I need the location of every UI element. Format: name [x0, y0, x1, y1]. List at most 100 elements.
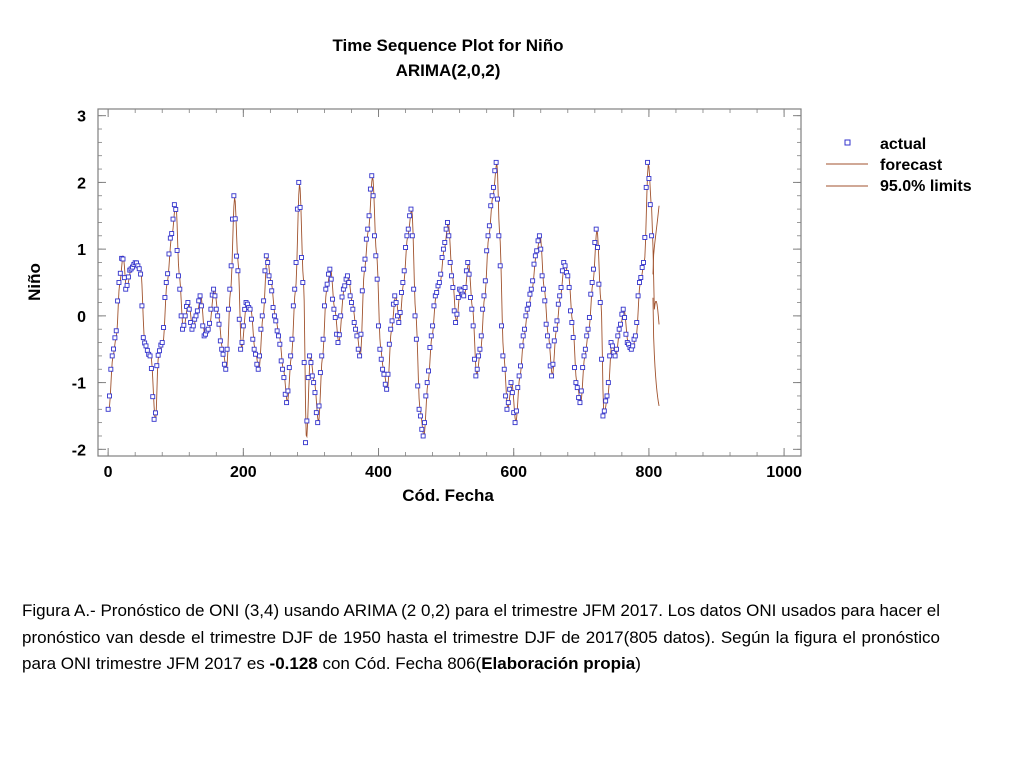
actual-point — [538, 246, 544, 252]
actual-point — [311, 380, 317, 386]
actual-point — [400, 280, 406, 285]
actual-point — [326, 271, 331, 277]
actual-point — [112, 335, 118, 341]
caption-text-3: ) — [635, 654, 641, 673]
actual-point — [363, 236, 369, 242]
actual-point — [157, 348, 162, 354]
actual-point — [223, 366, 229, 372]
actual-point — [386, 341, 392, 347]
actual-point — [462, 285, 468, 290]
actual-point — [330, 296, 336, 302]
x-axis-label: Cód. Fecha — [402, 486, 494, 505]
actual-point — [499, 323, 504, 329]
actual-point — [415, 383, 421, 389]
actual-point — [254, 361, 260, 367]
actual-point — [554, 318, 560, 324]
actual-point — [438, 271, 444, 277]
actual-point — [182, 313, 188, 319]
actual-point — [267, 280, 273, 285]
actual-point — [207, 320, 212, 326]
actual-point — [395, 313, 400, 319]
actual-point — [484, 248, 490, 254]
actual-point — [316, 403, 322, 409]
actual-point — [643, 184, 649, 190]
axis-ticks — [98, 109, 801, 456]
actual-point — [447, 260, 453, 265]
actual-point — [255, 366, 261, 372]
actual-point — [604, 393, 610, 399]
actual-point — [463, 268, 469, 274]
actual-point — [488, 203, 494, 209]
actual-point — [336, 332, 342, 338]
actual-point — [319, 353, 325, 359]
actual-point — [320, 336, 326, 342]
actual-point — [175, 273, 181, 279]
actual-point — [430, 323, 436, 329]
actual-point — [530, 278, 536, 284]
actual-point — [307, 353, 313, 359]
actual-point — [236, 316, 242, 322]
actual-point — [362, 256, 368, 262]
y-tick-label: -2 — [72, 442, 86, 459]
x-tick-label: 1000 — [766, 464, 802, 481]
actual-point — [174, 248, 180, 253]
actual-point — [288, 353, 294, 359]
actual-point — [290, 303, 296, 309]
actual-point — [144, 347, 150, 353]
actual-point — [634, 320, 640, 325]
actual-point — [422, 420, 427, 426]
actual-point — [541, 286, 546, 292]
actual-point — [446, 233, 452, 239]
actual-point — [358, 331, 364, 337]
legend-limits-label: 95.0% limits — [880, 178, 972, 195]
actual-point — [378, 356, 384, 362]
actual-point — [559, 268, 565, 274]
actual-point — [474, 366, 480, 372]
actual-point — [503, 393, 509, 399]
actual-point — [232, 216, 238, 222]
actual-point — [234, 253, 240, 259]
actual-point — [226, 306, 231, 312]
actual-point — [150, 394, 156, 400]
actual-point — [501, 366, 507, 372]
actual-point — [213, 306, 219, 312]
actual-point — [147, 353, 153, 359]
actual-point — [597, 300, 603, 305]
actual-point — [550, 361, 556, 367]
actual-point — [581, 353, 587, 359]
actual-point — [434, 290, 440, 295]
actual-point — [600, 413, 606, 419]
actual-point — [220, 351, 226, 357]
actual-point — [163, 280, 169, 285]
actual-point — [231, 193, 237, 199]
actual-point — [546, 343, 552, 349]
actual-point — [396, 320, 402, 325]
actual-point — [408, 206, 414, 212]
actual-point — [551, 338, 557, 344]
x-tick-label: 400 — [365, 464, 392, 481]
actual-point — [595, 245, 600, 250]
actual-point — [120, 256, 126, 262]
actual-point — [308, 360, 314, 366]
actual-point — [505, 400, 511, 406]
legend-forecast-label: forecast — [880, 157, 943, 174]
actual-point — [190, 323, 196, 329]
actual-point — [508, 380, 514, 386]
actual-point — [293, 260, 299, 265]
actual-point — [217, 338, 223, 344]
actual-point — [289, 336, 295, 342]
actual-point — [413, 336, 419, 342]
actual-point — [177, 286, 183, 292]
actual-point — [136, 266, 142, 272]
actual-point — [619, 311, 625, 317]
actual-point — [399, 290, 404, 295]
actual-point — [169, 231, 175, 237]
actual-point — [405, 226, 411, 232]
actual-point — [276, 333, 281, 339]
actual-point — [497, 263, 503, 269]
actual-point — [305, 375, 311, 381]
actual-point — [573, 380, 579, 386]
actual-point — [584, 333, 590, 339]
actual-point — [344, 273, 350, 279]
chart-title: Time Sequence Plot for Niño — [332, 36, 563, 55]
